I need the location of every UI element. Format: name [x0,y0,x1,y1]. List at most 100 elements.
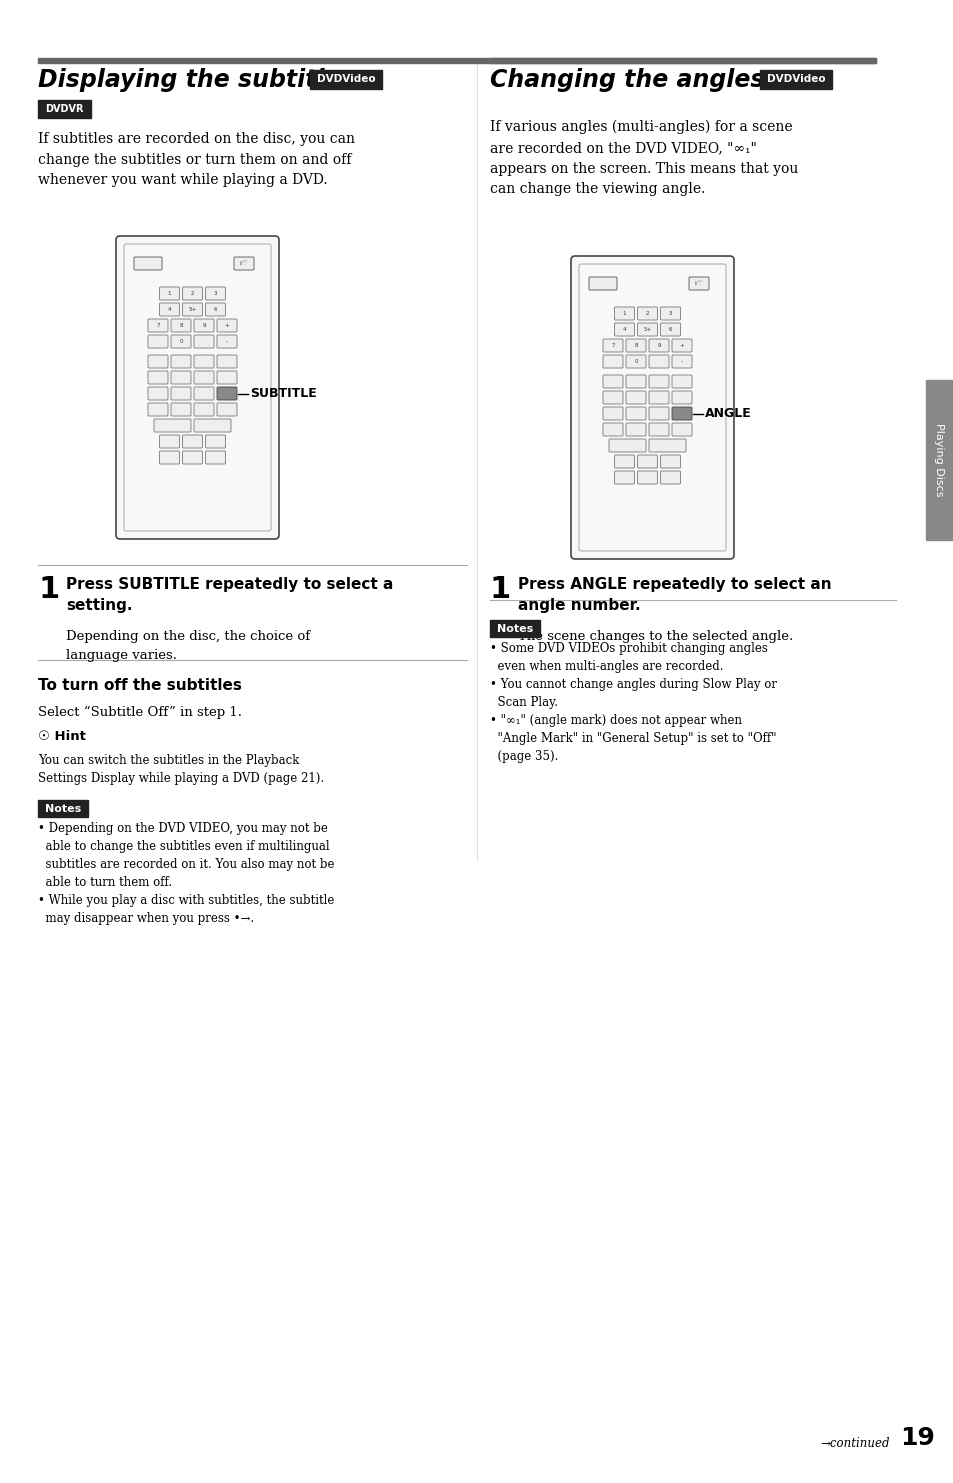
Text: Notes: Notes [497,623,533,633]
FancyBboxPatch shape [216,371,236,384]
FancyBboxPatch shape [148,335,168,349]
Text: -: - [226,340,228,344]
FancyBboxPatch shape [614,455,634,469]
Text: To turn off the subtitles: To turn off the subtitles [38,678,242,693]
Text: Select “Subtitle Off” in step 1.: Select “Subtitle Off” in step 1. [38,706,242,719]
FancyBboxPatch shape [671,406,691,420]
Text: Depending on the disc, the choice of
language varies.: Depending on the disc, the choice of lan… [66,630,310,661]
FancyBboxPatch shape [193,319,213,332]
Text: 1: 1 [622,311,625,316]
FancyBboxPatch shape [205,435,225,448]
Text: DVDVideo: DVDVideo [766,74,824,85]
FancyBboxPatch shape [625,354,645,368]
FancyBboxPatch shape [193,335,213,349]
FancyBboxPatch shape [182,303,202,316]
FancyBboxPatch shape [205,451,225,464]
FancyBboxPatch shape [625,375,645,389]
FancyBboxPatch shape [216,319,236,332]
Text: 2: 2 [645,311,649,316]
FancyBboxPatch shape [133,257,162,270]
Text: 7: 7 [156,323,159,328]
Text: • Some DVD VIDEOs prohibit changing angles
  even when multi-angles are recorded: • Some DVD VIDEOs prohibit changing angl… [490,642,776,762]
FancyBboxPatch shape [193,354,213,368]
FancyBboxPatch shape [602,340,622,351]
Text: →continued: →continued [820,1437,888,1450]
Text: 6: 6 [213,307,217,311]
FancyBboxPatch shape [625,392,645,403]
Bar [925,380,951,540]
FancyBboxPatch shape [637,323,657,337]
FancyBboxPatch shape [159,435,179,448]
Bar [310,70,381,89]
Bar [490,58,875,62]
FancyBboxPatch shape [205,288,225,300]
FancyBboxPatch shape [602,375,622,389]
Text: 2: 2 [191,291,194,297]
FancyBboxPatch shape [625,340,645,351]
FancyBboxPatch shape [205,303,225,316]
Text: ANGLE: ANGLE [704,406,751,420]
FancyBboxPatch shape [159,303,179,316]
FancyBboxPatch shape [602,392,622,403]
FancyBboxPatch shape [171,354,191,368]
Text: 5+: 5+ [642,326,651,332]
Text: 8: 8 [634,343,638,349]
Text: 7: 7 [611,343,614,349]
FancyBboxPatch shape [148,354,168,368]
FancyBboxPatch shape [614,472,634,483]
Text: You can switch the subtitles in the Playback
Settings Display while playing a DV: You can switch the subtitles in the Play… [38,753,324,785]
Text: 6: 6 [668,326,672,332]
Text: 1: 1 [168,291,172,297]
Bar [490,620,539,638]
FancyBboxPatch shape [637,472,657,483]
Text: DVDVR: DVDVR [45,104,84,114]
Text: 9: 9 [657,343,660,349]
Bar [38,99,91,119]
Text: 3: 3 [668,311,672,316]
Text: ☉ Hint: ☉ Hint [38,730,86,743]
Text: Notes: Notes [45,804,81,814]
Text: SUBTITLE: SUBTITLE [250,387,316,400]
Text: I/♡: I/♡ [694,280,702,286]
FancyBboxPatch shape [637,455,657,469]
FancyBboxPatch shape [625,423,645,436]
FancyBboxPatch shape [171,371,191,384]
FancyBboxPatch shape [171,403,191,417]
Text: If various angles (multi-angles) for a scene
are recorded on the DVD VIDEO, "∞₁": If various angles (multi-angles) for a s… [490,120,798,196]
FancyBboxPatch shape [216,335,236,349]
FancyBboxPatch shape [671,392,691,403]
FancyBboxPatch shape [671,375,691,389]
Text: 3: 3 [213,291,217,297]
Text: Displaying the subtitles: Displaying the subtitles [38,68,355,92]
Text: +: + [224,323,229,328]
FancyBboxPatch shape [182,288,202,300]
FancyBboxPatch shape [148,371,168,384]
FancyBboxPatch shape [602,423,622,436]
FancyBboxPatch shape [671,354,691,368]
FancyBboxPatch shape [659,455,679,469]
Text: The scene changes to the selected angle.: The scene changes to the selected angle. [517,630,792,644]
FancyBboxPatch shape [588,277,617,291]
FancyBboxPatch shape [159,451,179,464]
FancyBboxPatch shape [688,277,708,291]
Text: Playing Discs: Playing Discs [933,423,943,497]
FancyBboxPatch shape [659,323,679,337]
FancyBboxPatch shape [193,403,213,417]
FancyBboxPatch shape [116,236,278,538]
FancyBboxPatch shape [659,472,679,483]
Text: I/♡: I/♡ [239,261,248,265]
Bar [38,799,88,817]
Text: Changing the angles: Changing the angles [490,68,763,92]
Bar [760,70,831,89]
FancyBboxPatch shape [171,387,191,400]
FancyBboxPatch shape [171,335,191,349]
Bar [38,58,875,62]
FancyBboxPatch shape [193,387,213,400]
FancyBboxPatch shape [637,307,657,320]
FancyBboxPatch shape [148,387,168,400]
FancyBboxPatch shape [648,375,668,389]
FancyBboxPatch shape [193,371,213,384]
Text: DVDVideo: DVDVideo [316,74,375,85]
Text: If subtitles are recorded on the disc, you can
change the subtitles or turn them: If subtitles are recorded on the disc, y… [38,132,355,187]
FancyBboxPatch shape [614,307,634,320]
